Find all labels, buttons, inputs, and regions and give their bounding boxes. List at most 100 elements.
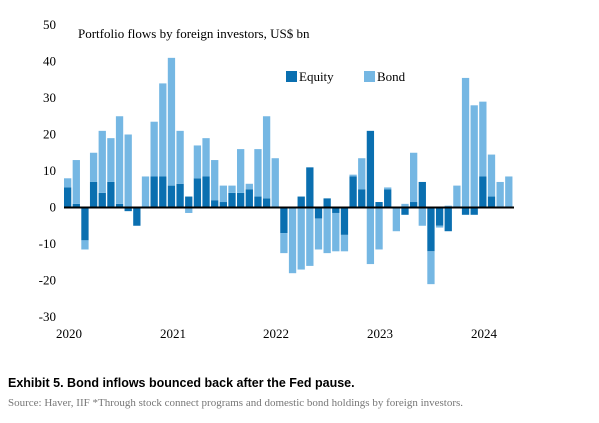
bond-bar (332, 212, 340, 252)
bond-bar (262, 116, 271, 199)
bond-bar (487, 154, 496, 197)
equity-bar (470, 207, 478, 215)
equity-bar (375, 202, 383, 208)
bar-series (64, 57, 513, 285)
bond-bar (254, 149, 262, 197)
bond-bar (237, 149, 245, 193)
bond-bar (107, 138, 115, 182)
equity-bar (332, 207, 340, 213)
bond-bar (64, 178, 72, 188)
bond-bar (202, 138, 210, 177)
bond-bar (461, 77, 470, 208)
bond-bar (159, 83, 167, 177)
bond-bar (167, 57, 176, 186)
y-tick-label: -10 (39, 236, 56, 251)
x-tick-label: 2022 (263, 326, 289, 341)
equity-bar (219, 202, 227, 208)
y-tick-label: 20 (43, 127, 56, 142)
equity-bar (297, 196, 305, 208)
bond-bar (314, 218, 323, 250)
bond-bar (358, 158, 366, 190)
legend-label: Equity (299, 69, 334, 84)
y-tick-label: 10 (43, 163, 56, 178)
figure-caption: Exhibit 5. Bond inflows bounced back aft… (8, 376, 355, 390)
bond-bar (410, 152, 418, 203)
bond-bar (280, 233, 288, 254)
x-tick-label: 2024 (471, 326, 498, 341)
bond-bar (81, 240, 89, 250)
bond-bar (245, 183, 253, 190)
equity-bar (133, 207, 141, 226)
equity-bar (167, 185, 176, 208)
equity-bar (115, 203, 124, 208)
legend-label: Bond (377, 69, 406, 84)
bond-bar (496, 181, 504, 208)
source-note: Source: Haver, IIF *Through stock connec… (8, 397, 464, 409)
equity-bar (64, 187, 72, 208)
equity-bar (237, 192, 245, 208)
equity-bar (176, 183, 184, 208)
equity-bar (384, 189, 392, 208)
bond-bar (340, 234, 349, 252)
equity-bar (427, 207, 435, 252)
y-tick-label: -20 (39, 273, 56, 288)
legend-swatch (286, 71, 297, 82)
bond-bar (176, 130, 184, 184)
equity-bar (124, 207, 132, 212)
equity-bar (89, 181, 98, 208)
bond-bar (427, 251, 435, 285)
bond-bar (470, 105, 478, 208)
equity-bar (262, 198, 271, 208)
x-tick-label: 2021 (160, 326, 186, 341)
bond-bar (150, 121, 158, 177)
bond-bar (115, 116, 124, 204)
bond-bar (124, 134, 132, 208)
equity-bar (479, 176, 487, 208)
equity-bar (410, 202, 418, 208)
bond-bar (193, 145, 202, 179)
bond-bar (479, 101, 487, 177)
y-tick-label: 0 (50, 200, 57, 215)
bond-bar (185, 207, 193, 213)
bond-bar (228, 185, 236, 193)
legend-bond: Bond (364, 69, 406, 84)
equity-bar (254, 196, 262, 208)
bond-bar (384, 187, 392, 190)
bond-bar (72, 160, 80, 204)
equity-bar (340, 207, 349, 235)
equity-bar (280, 207, 288, 234)
equity-bar (323, 198, 331, 208)
bond-bar (211, 160, 219, 201)
equity-bar (401, 207, 409, 215)
equity-bar (185, 196, 193, 208)
y-tick-label: 40 (43, 54, 56, 69)
y-axis-tick-labels: -30 -20 -10 0 10 20 30 40 50 (39, 17, 56, 324)
equity-bar (418, 181, 426, 208)
equity-bar (228, 192, 236, 208)
bond-bar (366, 207, 375, 265)
equity-bar (461, 207, 470, 215)
equity-bar (193, 178, 202, 208)
x-tick-label: 2020 (56, 326, 82, 341)
equity-bar (98, 192, 106, 208)
equity-bar (487, 196, 496, 208)
x-tick-label: 2023 (367, 326, 393, 341)
bond-bar (98, 130, 106, 193)
bond-bar (219, 185, 227, 203)
bond-bar (392, 207, 400, 232)
equity-bar (245, 189, 253, 208)
bond-bar (297, 207, 305, 270)
equity-bar (202, 176, 210, 208)
equity-bar (72, 203, 80, 208)
bond-bar (435, 225, 444, 228)
equity-bar (314, 207, 323, 219)
bond-bar (375, 207, 383, 250)
bond-bar (89, 152, 98, 182)
equity-bar (306, 167, 314, 208)
legend-swatch (364, 71, 375, 82)
bond-bar (349, 174, 357, 177)
y-tick-label: -30 (39, 309, 56, 324)
equity-bar (444, 207, 452, 232)
bond-bar (141, 176, 150, 208)
bond-bar (271, 158, 279, 208)
